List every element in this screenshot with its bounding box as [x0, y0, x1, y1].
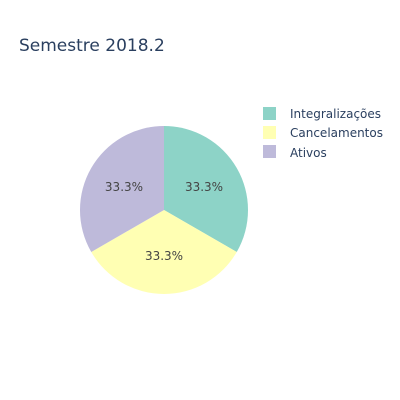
- pie-slice-cancelamentos[interactable]: [91, 210, 237, 295]
- legend-item-cancelamentos[interactable]: Cancelamentos: [263, 126, 383, 140]
- legend-swatch: [263, 107, 276, 120]
- legend-label: Ativos: [290, 146, 327, 160]
- legend-item-ativos[interactable]: Ativos: [263, 145, 327, 160]
- chart-title: Semestre 2018.2: [19, 36, 165, 56]
- pie-slice-ativos[interactable]: [79, 125, 164, 252]
- legend: Integralizações Cancelamentos Ativos: [263, 107, 383, 160]
- legend-label: Integralizações: [290, 107, 381, 121]
- legend-item-integralizacoes[interactable]: Integralizações: [263, 107, 381, 121]
- slice-percent-label: 33.3%: [105, 180, 143, 194]
- slice-percent-label: 33.3%: [145, 249, 183, 263]
- pie-plot-area: 33.3% 33.3% 33.3%: [79, 125, 249, 295]
- legend-label: Cancelamentos: [290, 126, 383, 140]
- slice-percent-label: 33.3%: [185, 180, 223, 194]
- pie-slice-integralizacoes[interactable]: [164, 126, 249, 252]
- legend-swatch: [263, 145, 276, 158]
- legend-swatch: [263, 126, 276, 139]
